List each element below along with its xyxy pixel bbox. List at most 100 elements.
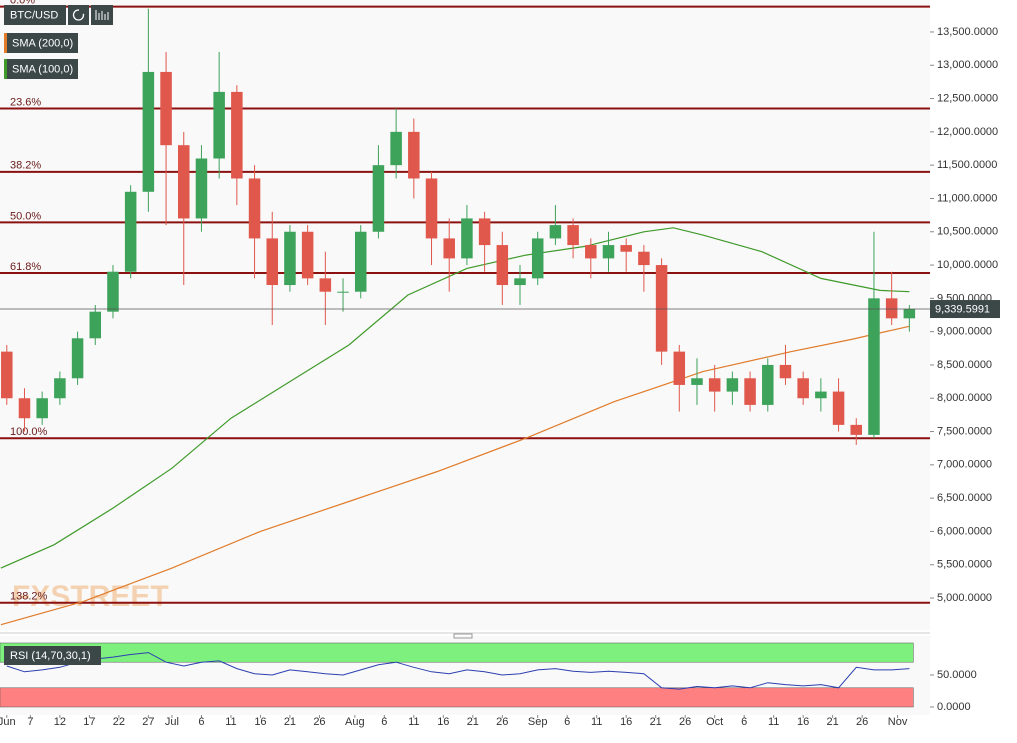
symbol: BTC/USD [10, 9, 58, 21]
x-tick-label: 21 [650, 716, 662, 728]
candle-body [160, 71, 172, 146]
symbol-box[interactable] [4, 5, 66, 25]
sma-box[interactable] [4, 59, 78, 79]
candle-body [337, 291, 349, 293]
y-tick-label: 10,500.0000 [937, 226, 998, 238]
candle-body [531, 238, 544, 279]
candle-body [284, 231, 296, 286]
candle-body [903, 309, 916, 319]
candle-body [478, 218, 491, 246]
last-price-box [930, 300, 1000, 319]
candle-body [231, 91, 243, 179]
candle-body [885, 298, 898, 319]
candle-body [726, 378, 739, 392]
y-tick-label: 5,500.0000 [937, 559, 992, 571]
candle-body [142, 71, 155, 192]
candle-body [124, 191, 137, 272]
candle-body [797, 378, 809, 399]
rsi-y-tick-label: 50.0000 [937, 669, 977, 681]
x-tick-label: 11 [768, 716, 779, 728]
candle-body [567, 225, 579, 246]
candle-body [602, 245, 615, 259]
x-tick-label: 21 [284, 716, 296, 728]
x-tick-label: 12 [54, 716, 66, 728]
candle-body [18, 398, 31, 419]
candle-body [1, 351, 13, 399]
fib-label: 61.8% [10, 261, 41, 273]
y-tick-label: 13,000.0000 [937, 59, 998, 71]
candle-body [89, 311, 102, 339]
plot-background [0, 0, 930, 630]
x-tick-label: 17 [83, 716, 95, 728]
x-tick-label: 6 [381, 716, 387, 728]
panel-handle[interactable] [453, 633, 473, 639]
fib-label: 50.0% [10, 210, 41, 222]
rsi-band [0, 687, 914, 708]
rsi-line [6, 652, 910, 690]
sma-box[interactable] [4, 33, 78, 53]
candle-body [708, 378, 721, 392]
sma-label: SMA (200,0) [12, 37, 73, 49]
candle-body [762, 364, 774, 405]
candle-body [496, 245, 509, 286]
y-tick-label: 12,500.0000 [937, 92, 998, 104]
y-tick-label: 6,500.0000 [937, 492, 992, 504]
candle-body [815, 391, 827, 399]
y-tick-label: 11,000.0000 [937, 192, 997, 204]
fib-label: 38.2% [10, 160, 41, 172]
x-tick-label: 27 [142, 716, 154, 728]
candle-body [36, 398, 48, 419]
fib-label: 23.6% [10, 96, 41, 108]
candle-body [372, 165, 385, 232]
sma-swatch [4, 59, 7, 79]
candle-body [107, 271, 119, 312]
x-tick-label: 26 [679, 716, 691, 728]
rsi-box[interactable] [4, 646, 101, 665]
x-tick-label: 16 [797, 716, 809, 728]
y-tick-label: 8,500.0000 [937, 359, 992, 371]
candle-body [779, 364, 792, 379]
candle-body [248, 178, 261, 239]
candle-body [461, 218, 473, 259]
x-tick-label: Nov [888, 716, 908, 728]
candle-body [195, 158, 208, 219]
x-tick-label: Jul [165, 716, 179, 728]
x-tick-label: 6 [198, 716, 204, 728]
candle-body [354, 231, 367, 292]
rsi-band [0, 642, 914, 663]
candle-body [832, 391, 845, 425]
x-tick-label: 11 [225, 716, 236, 728]
y-tick-label: 10,000.0000 [937, 259, 998, 271]
fib-label: 138.2% [10, 591, 48, 603]
reload-button[interactable] [68, 5, 89, 25]
candle-body [850, 424, 863, 435]
candle-body [585, 245, 597, 259]
candle-body [655, 265, 668, 352]
x-tick-label: 26 [313, 716, 325, 728]
rsi-label: RSI (14,70,30,1) [10, 650, 91, 662]
rsi-y-tick-label: 0.0000 [937, 701, 971, 713]
x-tick-label: 16 [620, 716, 632, 728]
reload-icon [72, 9, 85, 21]
sma-swatch [4, 33, 7, 53]
plot: FXSTREET 5,000.0000 5,500.0000 6,000.0000 6,… [0, 0, 1000, 728]
x-tick-label: Jun [0, 716, 16, 728]
y-tick-label: 13,500.0000 [937, 26, 998, 38]
candle-body [443, 238, 455, 259]
x-tick-label: Sep [528, 716, 548, 728]
sma-line [0, 325, 910, 626]
candle-body [408, 131, 420, 179]
candle-body [620, 245, 632, 252]
x-tick-label: 26 [856, 716, 868, 728]
x-tick-label: 16 [254, 716, 266, 728]
x-tick-label: Aug [345, 716, 365, 728]
candle-body [390, 131, 402, 166]
x-tick-label: 21 [467, 716, 479, 728]
x-tick-label: 6 [564, 716, 570, 728]
candle-body [301, 231, 314, 279]
y-tick-label: 7,500.0000 [937, 425, 992, 437]
watermark: FXSTREET [12, 580, 169, 613]
x-tick-label: 16 [437, 716, 449, 728]
